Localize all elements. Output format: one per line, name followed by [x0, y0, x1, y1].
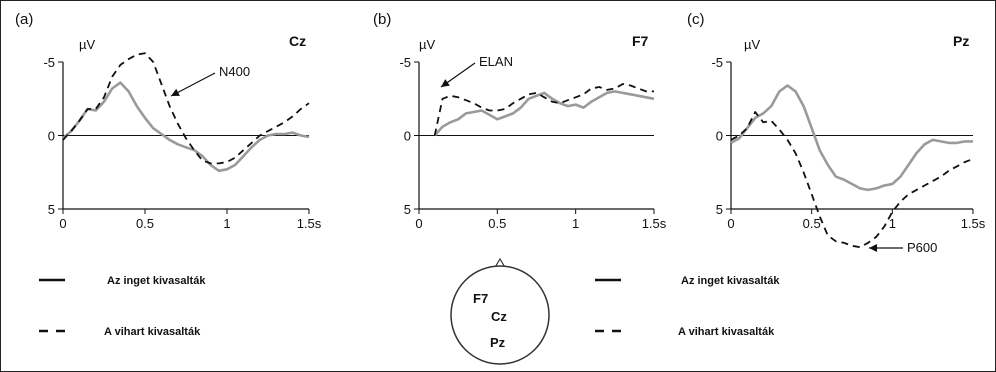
annotation-arrow-line [170, 72, 216, 97]
x-tick-label: 0.5 [803, 216, 821, 231]
legend-left: Az inget kivasalták A vihart kivasalták [39, 275, 206, 338]
y-tick-label: 0 [404, 129, 411, 144]
series-line-solid [433, 90, 655, 137]
y-tick-label: 5 [404, 202, 411, 217]
annotation-label: P600 [907, 240, 937, 255]
legend-right-dashed-label: A vihart kivasalták [678, 326, 775, 338]
y-unit-label: µV [419, 37, 435, 52]
head-outline [450, 265, 550, 365]
y-tick-label: 0 [716, 129, 723, 144]
x-tick-label: 0.5 [488, 216, 506, 231]
x-tick-label: 1 [572, 216, 579, 231]
electrode-label-cz: Cz [491, 309, 507, 324]
electrode-label-pz: Pz [490, 335, 506, 350]
annotation-label: N400 [219, 64, 250, 79]
y-tick-label: 5 [716, 202, 723, 217]
series-line-dashed [433, 83, 654, 136]
annotation-arrowhead [441, 79, 450, 87]
y-unit-label: µV [744, 37, 760, 52]
panel-label: (c) [687, 11, 705, 28]
series-line-dashed [730, 111, 974, 249]
legend-right-solid-label: Az inget kivasalták [681, 275, 780, 287]
series-line-solid [62, 81, 310, 173]
panel-label: (b) [373, 11, 391, 28]
channel-label: Cz [289, 33, 306, 49]
y-tick-label: -5 [711, 55, 723, 70]
x-tick-label: 1.5s [297, 216, 322, 231]
x-tick-label: 1.5s [961, 216, 986, 231]
electrode-head-map: F7 Cz Pz [450, 257, 550, 365]
annotation-label: ELAN [479, 54, 513, 69]
channel-label: F7 [632, 33, 649, 49]
x-tick-label: 1 [223, 216, 230, 231]
y-tick-label: 0 [48, 129, 55, 144]
y-unit-label: µV [79, 37, 95, 52]
series-line-dashed [62, 52, 310, 165]
annotation-arrowhead [869, 244, 877, 252]
y-tick-label: 5 [48, 202, 55, 217]
legend-left-solid-label: Az inget kivasalták [107, 275, 206, 287]
x-tick-label: 0 [59, 216, 66, 231]
legend-right: Az inget kivasalták A vihart kivasalták [595, 275, 780, 338]
electrode-label-f7: F7 [473, 291, 488, 306]
y-tick-label: -5 [399, 55, 411, 70]
x-tick-label: 0 [727, 216, 734, 231]
x-tick-label: 1 [889, 216, 896, 231]
panel-label: (a) [15, 11, 33, 28]
y-tick-label: -5 [43, 55, 55, 70]
annotation-arrowhead [171, 88, 180, 96]
legend-left-dashed-label: A vihart kivasalták [104, 326, 201, 338]
channel-label: Pz [953, 33, 969, 49]
x-tick-label: 0 [415, 216, 422, 231]
x-tick-label: 0.5 [136, 216, 154, 231]
series-line-solid [730, 84, 973, 192]
x-tick-label: 1.5s [642, 216, 667, 231]
